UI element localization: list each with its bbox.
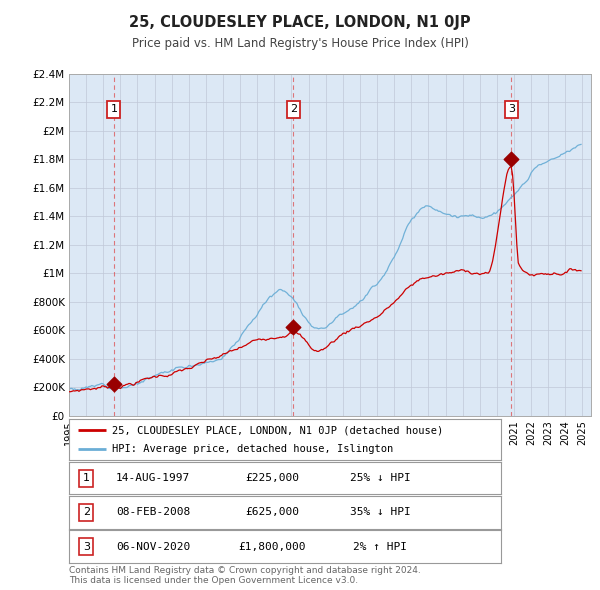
Point <box>109 379 119 389</box>
Text: HPI: Average price, detached house, Islington: HPI: Average price, detached house, Isli… <box>112 444 394 454</box>
Point <box>289 322 298 332</box>
Text: 08-FEB-2008: 08-FEB-2008 <box>116 507 190 517</box>
Point <box>506 155 516 164</box>
Text: 35% ↓ HPI: 35% ↓ HPI <box>350 507 410 517</box>
Text: 06-NOV-2020: 06-NOV-2020 <box>116 542 190 552</box>
Text: 25, CLOUDESLEY PLACE, LONDON, N1 0JP: 25, CLOUDESLEY PLACE, LONDON, N1 0JP <box>129 15 471 30</box>
Text: 3: 3 <box>83 542 90 552</box>
Text: Price paid vs. HM Land Registry's House Price Index (HPI): Price paid vs. HM Land Registry's House … <box>131 37 469 50</box>
Text: 1: 1 <box>83 473 90 483</box>
Text: 25, CLOUDESLEY PLACE, LONDON, N1 0JP (detached house): 25, CLOUDESLEY PLACE, LONDON, N1 0JP (de… <box>112 425 443 435</box>
Text: £1,800,000: £1,800,000 <box>238 542 306 552</box>
Text: 25% ↓ HPI: 25% ↓ HPI <box>350 473 410 483</box>
Text: 2: 2 <box>290 104 297 114</box>
Text: 14-AUG-1997: 14-AUG-1997 <box>116 473 190 483</box>
Text: 2: 2 <box>83 507 90 517</box>
Text: £625,000: £625,000 <box>245 507 299 517</box>
Text: 1: 1 <box>110 104 118 114</box>
Text: £225,000: £225,000 <box>245 473 299 483</box>
Text: 2% ↑ HPI: 2% ↑ HPI <box>353 542 407 552</box>
Text: Contains HM Land Registry data © Crown copyright and database right 2024.
This d: Contains HM Land Registry data © Crown c… <box>69 566 421 585</box>
Text: 3: 3 <box>508 104 515 114</box>
